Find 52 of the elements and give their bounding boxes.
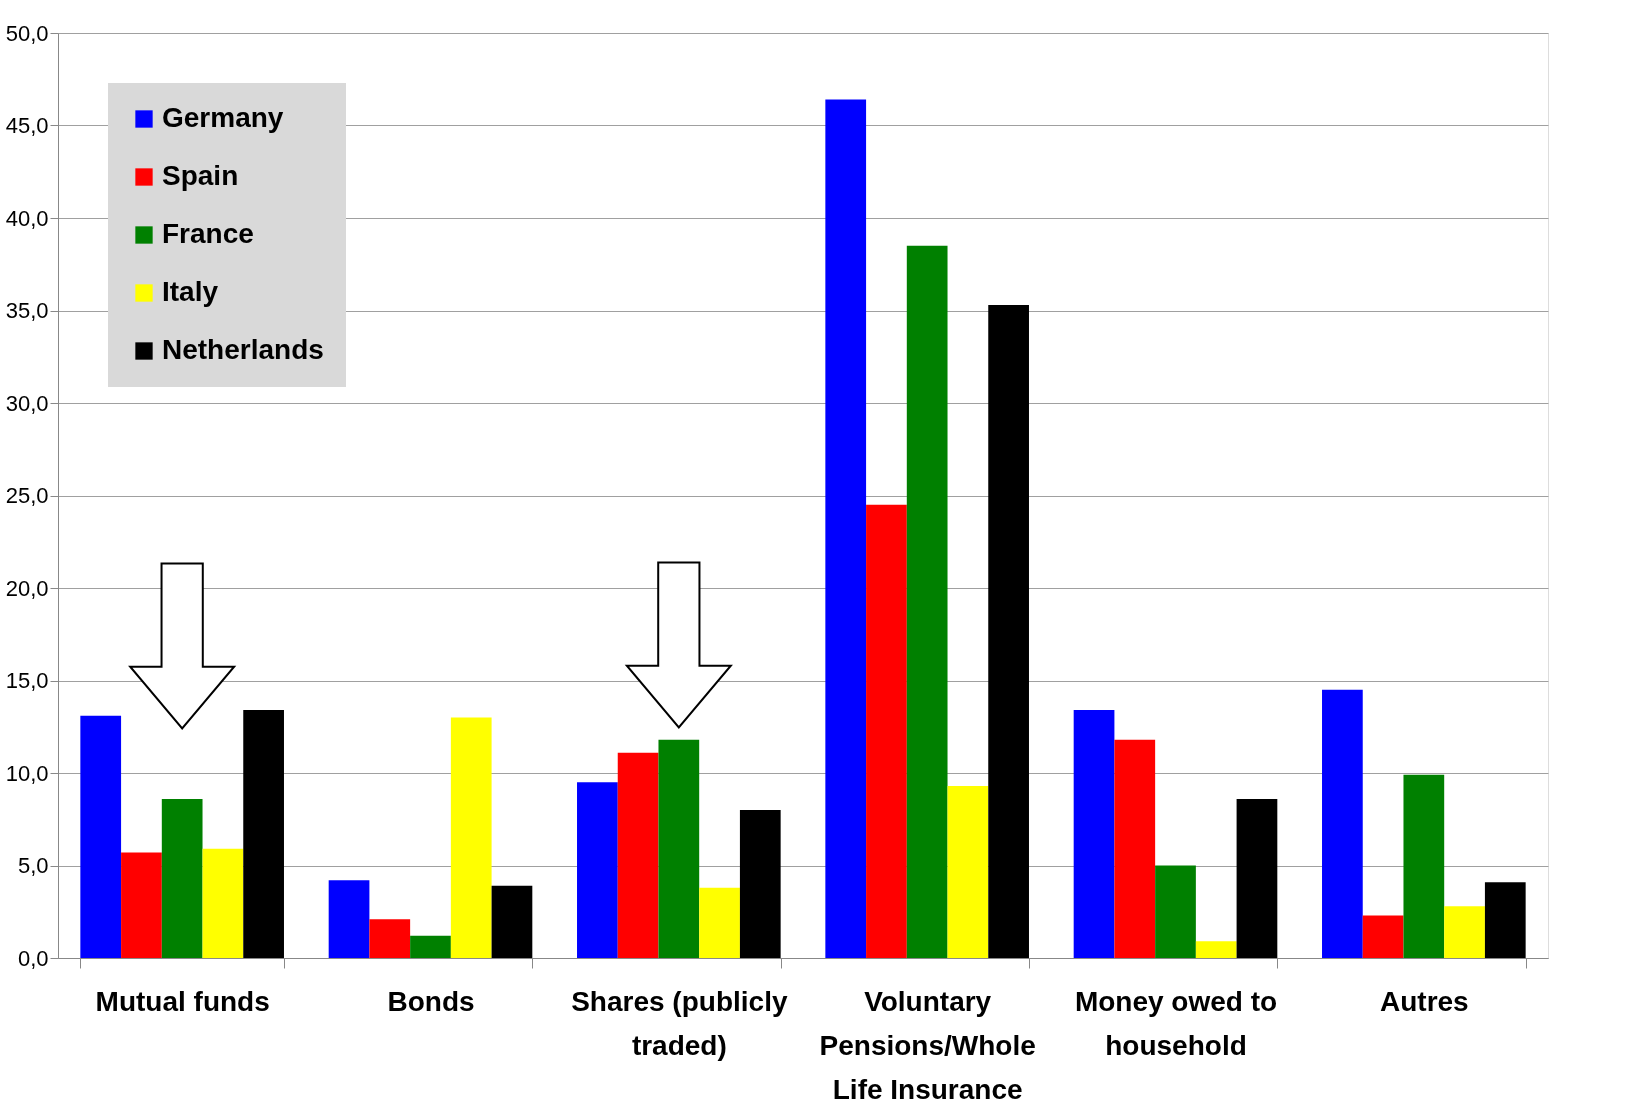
bar <box>121 852 162 958</box>
bar <box>988 304 1029 958</box>
y-tick-label: 0,0 <box>17 945 49 971</box>
y-tick-label: 45,0 <box>5 113 49 138</box>
x-tick-label: Voluntary Pensions/Whole Life Insurance <box>819 985 1036 1105</box>
bar <box>1236 798 1278 958</box>
legend-label: Spain <box>162 160 239 191</box>
bar <box>328 880 370 958</box>
x-tick-label: Bonds <box>387 985 475 1017</box>
legend-label: France <box>162 218 254 249</box>
y-tick-label: 20,0 <box>5 575 49 601</box>
legend-label: Germany <box>162 102 284 133</box>
y-tick-label: 50,0 <box>5 20 49 46</box>
bar <box>577 782 618 958</box>
legend-label: Italy <box>162 276 219 307</box>
y-tick-label: 35,0 <box>5 298 49 323</box>
bar <box>1155 865 1196 958</box>
y-tick-label: 30,0 <box>5 390 49 416</box>
bar <box>906 245 948 958</box>
bar <box>1484 882 1526 958</box>
bar <box>80 715 122 958</box>
bar <box>699 887 740 958</box>
bar <box>866 504 907 958</box>
bar <box>658 739 700 958</box>
x-tick-label: Autres <box>1379 985 1469 1017</box>
y-tick-label: 25,0 <box>5 483 49 508</box>
y-tick-label: 10,0 <box>5 760 49 786</box>
bar <box>202 848 244 958</box>
x-tick-label: Money owed to household <box>1074 985 1278 1061</box>
y-tick-label: 15,0 <box>5 668 49 693</box>
bar <box>739 810 781 958</box>
bar <box>1114 739 1156 958</box>
bar <box>947 785 989 958</box>
bar <box>410 935 451 958</box>
bar <box>450 717 492 958</box>
bar <box>491 885 533 958</box>
y-tick-label: 40,0 <box>5 205 49 231</box>
bar <box>1403 774 1445 958</box>
y-tick-label: 5,0 <box>17 853 49 878</box>
bar <box>1322 689 1363 958</box>
bar <box>1362 915 1404 958</box>
bar <box>369 919 411 958</box>
bar <box>825 99 867 958</box>
bar <box>1073 710 1115 958</box>
bar <box>243 710 284 958</box>
x-tick-label: Shares (publicly traded) <box>571 985 788 1061</box>
legend-label: Netherlands <box>162 334 324 365</box>
bar <box>1195 941 1237 958</box>
bar <box>161 798 203 958</box>
x-tick-label: Mutual funds <box>95 985 270 1017</box>
bar <box>617 752 659 958</box>
bar <box>1444 906 1485 958</box>
